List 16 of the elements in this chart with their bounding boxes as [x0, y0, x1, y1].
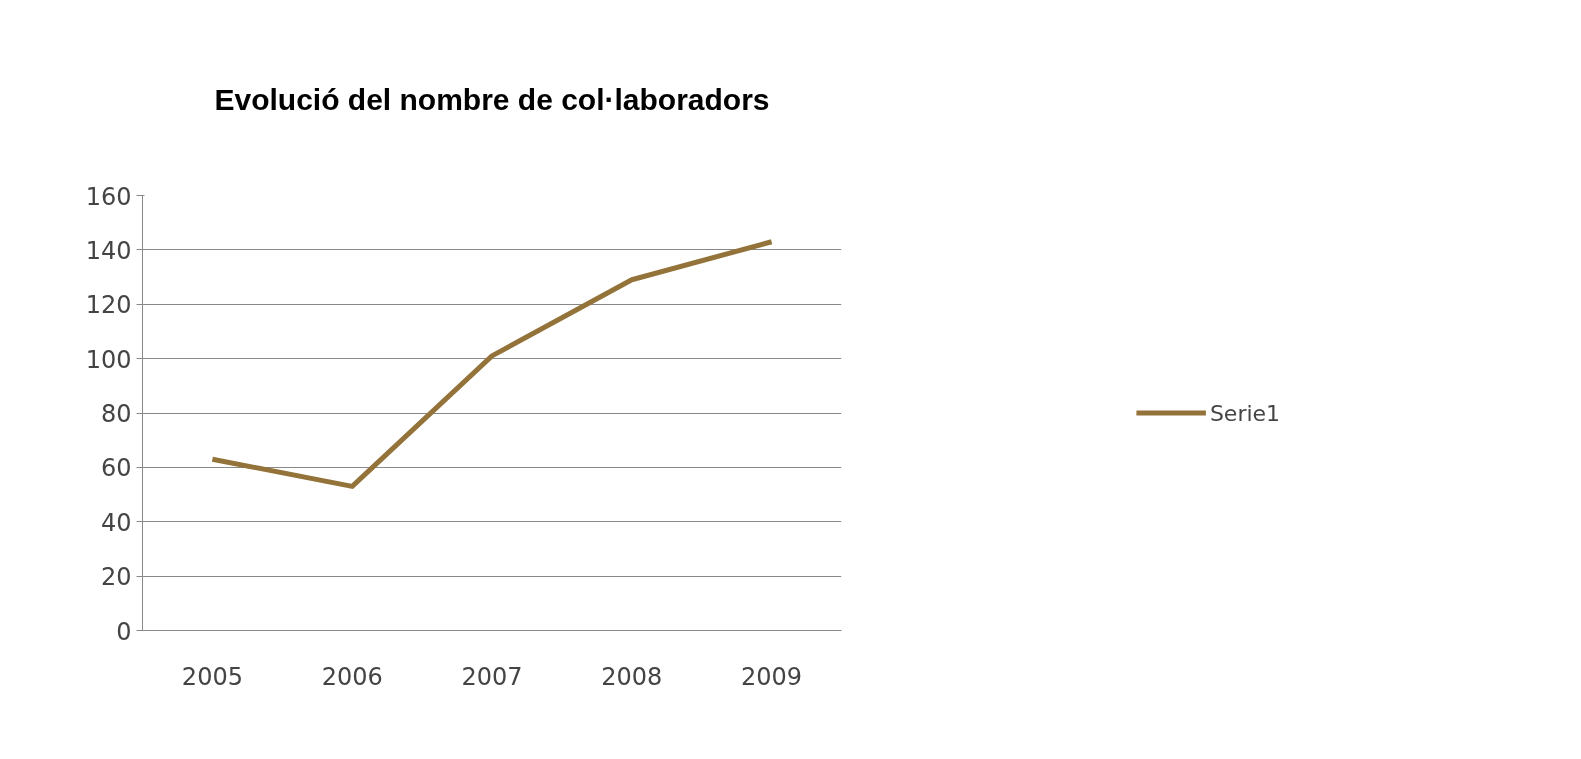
legend-label: Serie1: [1209, 400, 1281, 425]
y-tick-label: 0: [116, 617, 132, 646]
y-tick-label: 160: [85, 182, 132, 211]
x-tick-label: 2008: [601, 662, 663, 691]
chart-title: Evolució del nombre de col·laboradors: [214, 82, 770, 116]
x-tick-label: 2009: [741, 662, 803, 691]
y-tick-label: 140: [85, 236, 132, 265]
y-tick-label: 100: [85, 345, 132, 374]
y-tick-label: 20: [100, 563, 132, 592]
y-tick-label: 60: [100, 454, 132, 483]
x-tick-label: 2005: [181, 662, 243, 691]
y-tick-label: 40: [100, 508, 132, 537]
x-tick-label: 2007: [461, 662, 523, 691]
x-tick-label: 2006: [321, 662, 383, 691]
y-tick-label: 120: [85, 291, 132, 320]
y-tick-label: 80: [100, 400, 132, 428]
